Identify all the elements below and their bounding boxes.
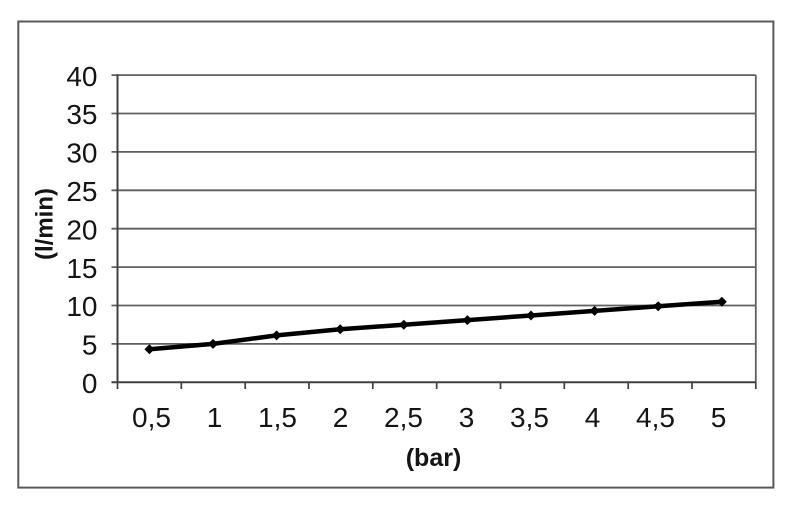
svg-text:25: 25 bbox=[66, 176, 97, 207]
svg-text:2,5: 2,5 bbox=[384, 402, 423, 433]
svg-text:1: 1 bbox=[207, 402, 223, 433]
svg-text:5: 5 bbox=[82, 330, 98, 361]
svg-text:20: 20 bbox=[66, 214, 97, 245]
svg-text:5: 5 bbox=[711, 402, 727, 433]
svg-text:2: 2 bbox=[333, 402, 349, 433]
svg-text:40: 40 bbox=[66, 61, 97, 92]
svg-text:15: 15 bbox=[66, 253, 97, 284]
svg-text:3,5: 3,5 bbox=[510, 402, 549, 433]
svg-text:0: 0 bbox=[82, 368, 98, 399]
svg-text:0,5: 0,5 bbox=[132, 402, 171, 433]
svg-text:(bar): (bar) bbox=[406, 444, 462, 472]
svg-text:10: 10 bbox=[66, 291, 97, 322]
svg-text:4: 4 bbox=[585, 402, 601, 433]
svg-text:30: 30 bbox=[66, 138, 97, 169]
svg-text:1,5: 1,5 bbox=[258, 402, 297, 433]
svg-text:4,5: 4,5 bbox=[636, 402, 675, 433]
svg-text:(l/min): (l/min) bbox=[32, 188, 59, 260]
svg-text:3: 3 bbox=[459, 402, 475, 433]
svg-text:35: 35 bbox=[66, 99, 97, 130]
